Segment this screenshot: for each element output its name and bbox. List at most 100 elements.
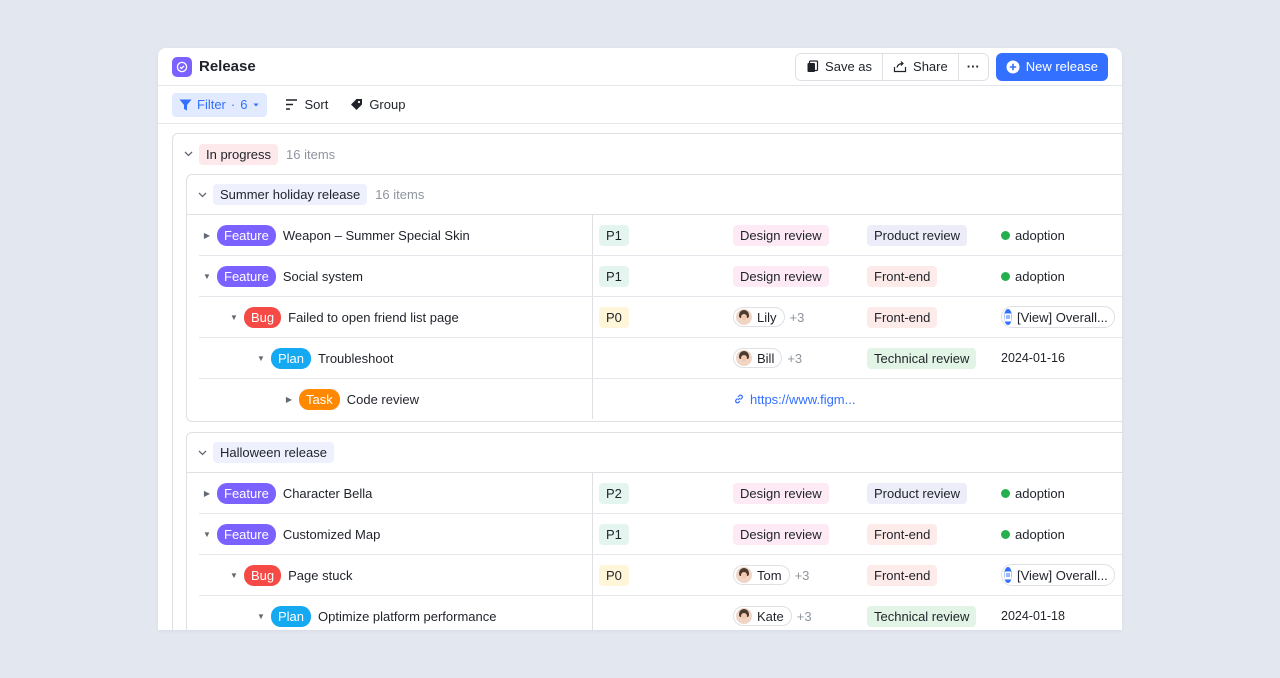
doc-link-label: [View] Overall... bbox=[1017, 309, 1108, 325]
expand-down-icon[interactable]: ▼ bbox=[203, 529, 211, 539]
row-title: Troubleshoot bbox=[318, 350, 394, 366]
stage-badge: Design review bbox=[733, 265, 829, 287]
stage-badge: Design review bbox=[733, 523, 829, 545]
subgroup-header[interactable]: Summer holiday release 16 items bbox=[187, 175, 1122, 215]
table-row[interactable]: ▼ Plan Troubleshoot Bill +3 Technical re… bbox=[199, 338, 1122, 379]
priority-badge: P0 bbox=[599, 564, 629, 586]
table-row[interactable]: ▶ Feature Weapon – Summer Special Skin P… bbox=[199, 215, 1122, 256]
share-button[interactable]: Share bbox=[883, 53, 959, 80]
phase-badge: Front-end bbox=[867, 523, 938, 545]
table-row[interactable]: ▼ Plan Optimize platform performance Kat… bbox=[199, 596, 1122, 630]
view-toolbar: Filter · 6 Sort Group bbox=[158, 86, 1122, 124]
sort-button[interactable]: Sort bbox=[281, 97, 332, 112]
status-text: adoption bbox=[1015, 268, 1065, 284]
expand-right-icon[interactable]: ▶ bbox=[203, 488, 211, 498]
phase-badge: Product review bbox=[867, 482, 967, 504]
due-date: 2024-01-18 bbox=[1001, 609, 1065, 623]
status-dot bbox=[1001, 488, 1010, 498]
table-row[interactable]: ▼ Bug Page stuck P0 Tom +3 Front-end [Vi… bbox=[199, 555, 1122, 596]
priority-badge: P0 bbox=[599, 306, 629, 328]
filter-button[interactable]: Filter · 6 bbox=[172, 92, 268, 117]
expand-down-icon[interactable]: ▼ bbox=[203, 271, 211, 281]
subgroup-label: Halloween release bbox=[213, 442, 334, 463]
document-icon bbox=[1004, 309, 1012, 325]
group-button[interactable]: Group bbox=[346, 97, 409, 112]
filter-icon bbox=[179, 99, 192, 110]
priority-badge: P1 bbox=[599, 523, 629, 545]
assignee-extra-count: +3 bbox=[787, 350, 803, 366]
table-row[interactable]: ▶ Task Code review https://www.figm... bbox=[199, 379, 1122, 420]
row-title: Weapon – Summer Special Skin bbox=[282, 227, 470, 243]
chevron-down-icon[interactable] bbox=[181, 151, 195, 157]
assignee-chip[interactable]: Bill bbox=[733, 348, 783, 368]
assignee-name: Lily bbox=[757, 309, 777, 325]
table-row[interactable]: ▼ Feature Customized Map P1 Design revie… bbox=[199, 514, 1122, 555]
expand-down-icon[interactable]: ▼ bbox=[230, 312, 238, 322]
group-header[interactable]: In progress 16 items bbox=[173, 134, 1122, 174]
chevron-down-icon[interactable] bbox=[195, 450, 209, 456]
phase-badge: Technical review bbox=[867, 347, 977, 369]
group-count: 16 items bbox=[286, 146, 336, 162]
expand-down-icon[interactable]: ▼ bbox=[257, 611, 265, 621]
new-release-label: New release bbox=[1025, 59, 1098, 74]
group-label: Group bbox=[369, 97, 406, 112]
expand-down-icon[interactable]: ▼ bbox=[257, 353, 265, 363]
priority-badge: P1 bbox=[599, 224, 629, 246]
more-button[interactable]: ··· bbox=[958, 53, 988, 80]
assignee-chip[interactable]: Tom bbox=[733, 565, 790, 585]
assignee-chip[interactable]: Kate bbox=[733, 606, 792, 626]
type-pill: Feature bbox=[217, 265, 276, 287]
subgroup-label: Summer holiday release bbox=[213, 184, 368, 205]
row-title: Failed to open friend list page bbox=[288, 309, 459, 325]
new-release-button[interactable]: New release bbox=[995, 52, 1108, 81]
priority-badge: P2 bbox=[599, 482, 629, 504]
status-dot bbox=[1001, 271, 1010, 281]
stage-badge: Design review bbox=[733, 482, 829, 504]
release-window: Release Save as Share ··· New release bbox=[158, 48, 1122, 630]
type-pill: Bug bbox=[244, 564, 282, 586]
phase-badge: Product review bbox=[867, 224, 967, 246]
type-pill: Plan bbox=[271, 605, 312, 627]
caret-down-icon bbox=[253, 103, 259, 106]
avatar bbox=[736, 608, 752, 624]
assignee-chip[interactable]: Lily bbox=[733, 307, 785, 327]
chevron-down-icon[interactable] bbox=[195, 192, 209, 198]
status-text: adoption bbox=[1015, 526, 1065, 542]
header-button-group: Save as Share ··· bbox=[795, 52, 989, 81]
type-pill: Feature bbox=[217, 523, 276, 545]
row-title: Social system bbox=[282, 268, 364, 284]
expand-down-icon[interactable]: ▼ bbox=[230, 570, 238, 580]
table-row[interactable]: ▶ Feature Character Bella P2 Design revi… bbox=[199, 473, 1122, 514]
sort-icon bbox=[286, 99, 298, 110]
filter-separator: · bbox=[230, 97, 236, 112]
document-icon bbox=[1004, 567, 1012, 583]
table-row[interactable]: ▼ Feature Social system P1 Design review… bbox=[199, 256, 1122, 297]
assignee-extra-count: +3 bbox=[796, 608, 812, 624]
doc-link[interactable]: [View] Overall... bbox=[1001, 564, 1115, 586]
doc-link-label: [View] Overall... bbox=[1017, 567, 1108, 583]
expand-right-icon[interactable]: ▶ bbox=[285, 394, 293, 404]
url-link[interactable]: https://www.figm... bbox=[733, 392, 855, 407]
filter-count: 6 bbox=[240, 97, 248, 112]
due-date: 2024-01-16 bbox=[1001, 351, 1065, 365]
page-title: Release bbox=[199, 58, 256, 75]
assignee-name: Tom bbox=[757, 567, 782, 583]
header-bar: Release Save as Share ··· New release bbox=[158, 48, 1122, 86]
stage-badge: Design review bbox=[733, 224, 829, 246]
phase-badge: Front-end bbox=[867, 564, 938, 586]
status-text: adoption bbox=[1015, 485, 1065, 501]
group-in-progress: In progress 16 items Summer holiday rele… bbox=[172, 133, 1122, 630]
avatar bbox=[736, 567, 752, 583]
table-row[interactable]: ▼ Bug Failed to open friend list page P0… bbox=[199, 297, 1122, 338]
row-title: Character Bella bbox=[282, 485, 373, 501]
expand-right-icon[interactable]: ▶ bbox=[203, 230, 211, 240]
save-as-button[interactable]: Save as bbox=[796, 53, 884, 80]
subgroup-halloween: Halloween release ▶ Feature Character Be… bbox=[186, 432, 1122, 630]
doc-link[interactable]: [View] Overall... bbox=[1001, 306, 1115, 328]
type-pill: Feature bbox=[217, 482, 276, 504]
plus-circle-icon bbox=[1006, 60, 1020, 73]
avatar bbox=[736, 309, 752, 325]
row-title: Optimize platform performance bbox=[318, 608, 497, 624]
subgroup-header[interactable]: Halloween release bbox=[187, 433, 1122, 473]
avatar bbox=[736, 350, 752, 366]
